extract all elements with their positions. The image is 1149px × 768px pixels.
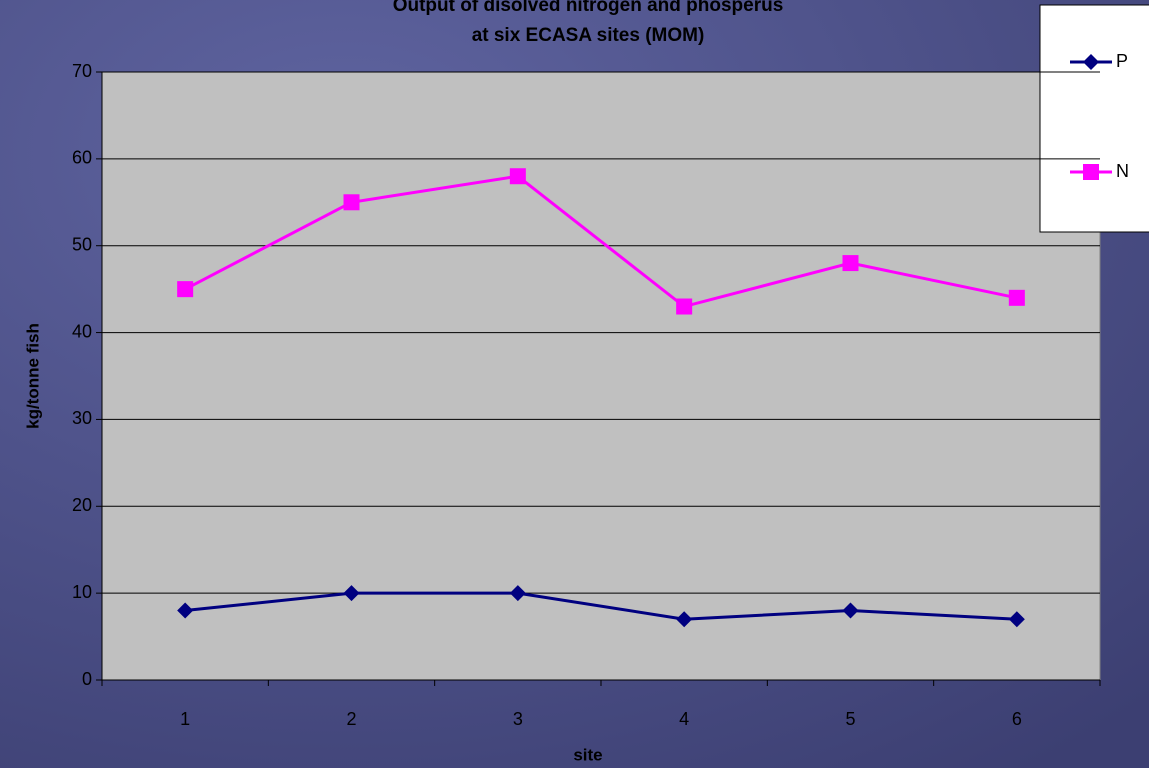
marker (1008, 611, 1025, 628)
y-tick-label: 10 (72, 582, 92, 602)
x-tick-label: 4 (679, 709, 689, 729)
y-tick-label: 30 (72, 408, 92, 428)
x-axis-label: site (573, 745, 602, 764)
marker (1083, 164, 1099, 180)
marker (343, 194, 360, 211)
marker (509, 168, 526, 185)
y-tick-label: 20 (72, 495, 92, 515)
marker (676, 298, 693, 315)
y-axis-label: kg/tonne fish (23, 323, 42, 429)
marker (343, 585, 360, 602)
chart-title: Output of disolved nitrogen and phosperu… (393, 0, 784, 16)
x-tick-label: 2 (346, 709, 356, 729)
marker (1008, 289, 1025, 306)
chart-title: at six ECASA sites (MOM) (472, 25, 705, 46)
x-tick-label: 1 (180, 709, 190, 729)
marker (1083, 54, 1099, 70)
series-line (184, 174, 1018, 309)
x-tick-label: 6 (1012, 709, 1022, 729)
marker (509, 585, 526, 602)
marker (177, 602, 194, 619)
legend-label: P (1116, 51, 1128, 71)
marker (842, 255, 859, 272)
y-tick-label: 60 (72, 148, 92, 168)
plot-area (101, 71, 1101, 681)
y-tick-label: 40 (72, 321, 92, 341)
series-line (185, 591, 1017, 621)
y-tick-label: 50 (72, 234, 92, 254)
marker (676, 611, 693, 628)
marker (177, 281, 194, 298)
legend-label: N (1116, 161, 1129, 181)
x-tick-label: 3 (513, 709, 523, 729)
legend (1039, 4, 1149, 233)
y-tick-label: 70 (72, 61, 92, 81)
x-tick-label: 5 (845, 709, 855, 729)
y-tick-label: 0 (82, 669, 92, 689)
marker (842, 602, 859, 619)
